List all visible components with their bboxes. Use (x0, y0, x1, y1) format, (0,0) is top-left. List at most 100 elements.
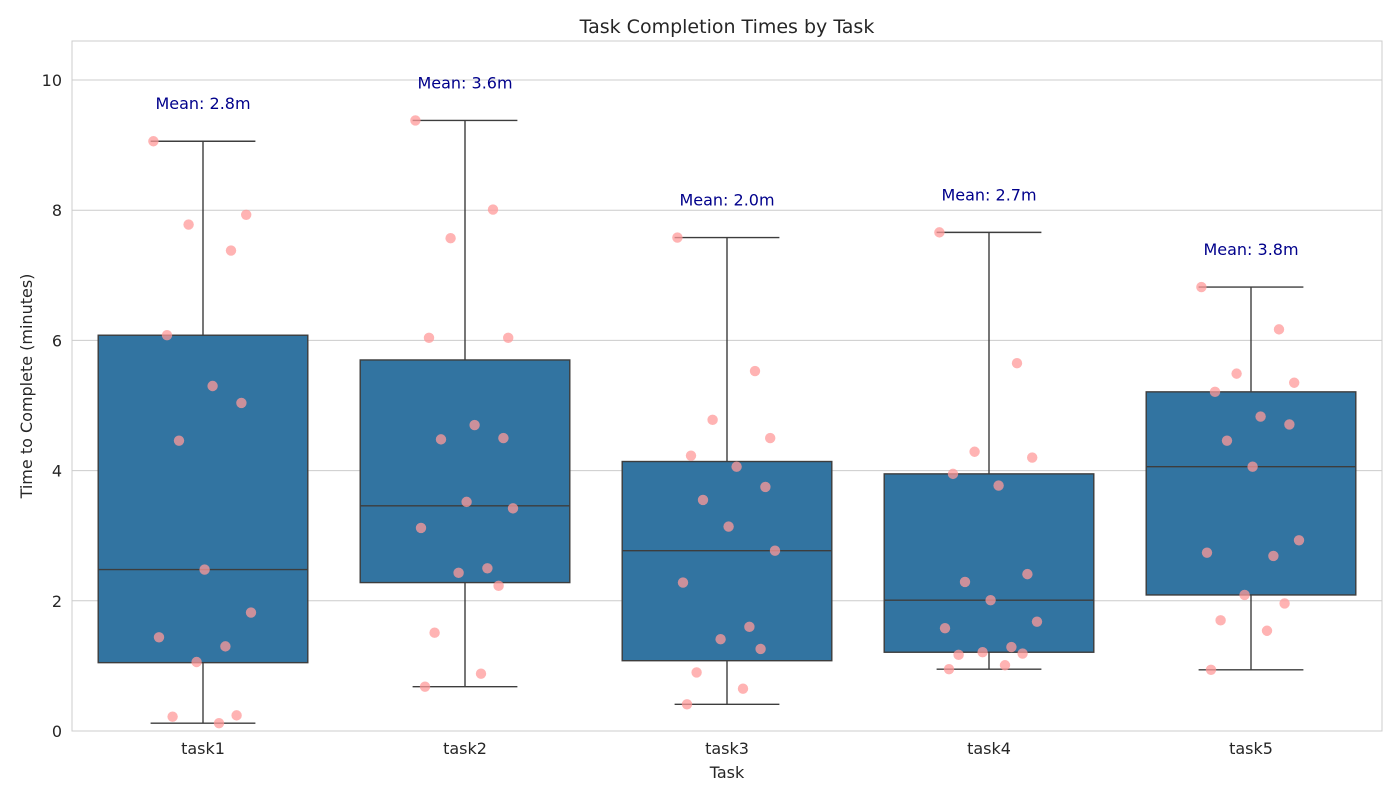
data-point (213, 717, 225, 729)
data-point (173, 435, 185, 446)
data-point (415, 522, 427, 534)
data-point (493, 580, 504, 592)
box-iqr (883, 473, 1095, 653)
data-point (1201, 547, 1213, 558)
data-point (1255, 411, 1266, 422)
data-point (1279, 598, 1290, 609)
data-point (1221, 435, 1233, 446)
mean-label: Mean: 2.0m (679, 191, 774, 210)
data-point (1006, 641, 1017, 653)
data-point (507, 503, 519, 514)
box-iqr (1145, 391, 1357, 596)
data-point (1022, 568, 1033, 580)
data-point (410, 115, 421, 126)
data-point (681, 699, 693, 710)
data-point (445, 233, 456, 244)
plot-frame (71, 40, 1383, 732)
data-point (677, 577, 689, 588)
data-point (153, 632, 165, 643)
data-point (1284, 419, 1295, 430)
data-point (691, 667, 702, 678)
x-axis-ticks: task1 task2 task3 task4 task5 (181, 739, 1273, 758)
mean-label: Mean: 2.7m (941, 185, 1036, 204)
chart-title: Task Completion Times by Task (579, 16, 875, 38)
data-point (947, 468, 959, 480)
data-point (934, 227, 945, 238)
data-point (231, 710, 242, 721)
data-point (755, 643, 766, 655)
data-point (475, 668, 487, 679)
data-point (715, 634, 726, 645)
mean-label: Mean: 3.6m (417, 73, 512, 92)
data-point (220, 641, 231, 652)
data-point (672, 232, 683, 243)
data-point (1215, 615, 1226, 626)
data-point (769, 545, 781, 556)
data-point (953, 649, 964, 661)
x-axis-label: Task (709, 763, 745, 782)
data-point (498, 432, 509, 444)
mean-label: Mean: 3.8m (1203, 240, 1298, 259)
data-point (1268, 550, 1279, 562)
y-tick-label: 10 (42, 71, 62, 90)
y-tick-label: 0 (52, 722, 62, 741)
data-point (199, 564, 210, 575)
data-point (943, 663, 955, 675)
box-iqr (359, 359, 571, 584)
data-point (697, 494, 709, 506)
data-point (1239, 589, 1250, 601)
data-point (1261, 625, 1273, 636)
data-point (731, 461, 742, 472)
data-point (423, 332, 435, 344)
box-iqr (97, 334, 309, 664)
data-point (1031, 616, 1043, 627)
data-point (737, 683, 749, 694)
points-layer (148, 115, 1305, 729)
data-point (999, 660, 1011, 671)
data-point (1289, 377, 1300, 388)
data-point (765, 432, 776, 444)
data-point (191, 656, 202, 668)
y-axis-ticks: 0 2 4 6 8 10 (42, 71, 62, 741)
data-point (1017, 648, 1028, 659)
data-point (482, 563, 493, 574)
data-point (245, 607, 257, 618)
data-point (148, 136, 159, 147)
data-point (939, 622, 951, 634)
data-point (993, 480, 1004, 491)
data-point (461, 496, 472, 508)
x-tick-label: task1 (181, 739, 225, 758)
data-point (985, 594, 996, 606)
data-point (1247, 461, 1258, 472)
y-tick-label: 6 (52, 331, 62, 350)
data-point (723, 521, 734, 532)
data-point (1209, 386, 1221, 398)
data-point (1293, 535, 1305, 546)
data-point (707, 414, 718, 426)
data-point (1231, 368, 1242, 379)
data-point (183, 219, 194, 230)
mean-labels: Mean: 2.8m Mean: 3.6m Mean: 2.0m Mean: 2.7m… (155, 73, 1298, 259)
data-point (1027, 452, 1038, 463)
box-iqr (621, 460, 833, 662)
boxes-layer (97, 119, 1357, 724)
data-point (429, 627, 440, 638)
data-point (469, 419, 480, 431)
data-point (419, 681, 431, 692)
data-point (453, 567, 464, 579)
x-tick-label: task3 (705, 739, 749, 758)
y-tick-label: 8 (52, 201, 62, 220)
y-axis-label: Time to Complete (minutes) (17, 274, 36, 500)
data-point (959, 576, 971, 588)
data-point (749, 365, 761, 377)
data-point (1196, 281, 1207, 293)
mean-label: Mean: 2.8m (155, 94, 250, 113)
data-point (236, 397, 247, 409)
y-tick-label: 4 (52, 462, 62, 481)
x-tick-label: task4 (967, 739, 1011, 758)
y-tick-label: 2 (52, 592, 62, 611)
data-point (241, 209, 252, 221)
data-point (1011, 358, 1023, 369)
data-point (744, 621, 755, 633)
